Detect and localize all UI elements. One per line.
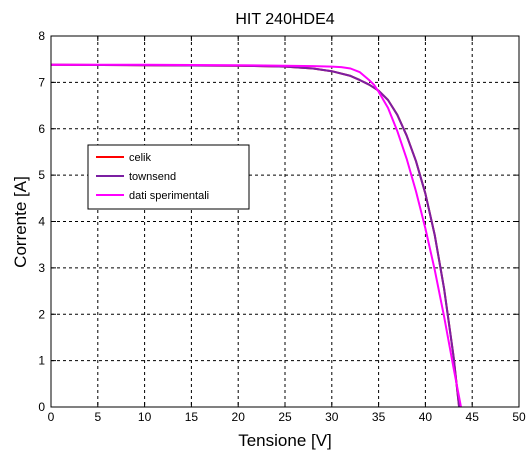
x-tick-label: 15 xyxy=(185,410,199,424)
y-tick-label: 6 xyxy=(38,122,45,136)
y-tick-label: 8 xyxy=(38,29,45,43)
x-tick-label: 0 xyxy=(48,410,55,424)
series-line-dati-sperimentali xyxy=(51,63,462,408)
x-tick-label: 5 xyxy=(94,410,101,424)
y-tick-label: 0 xyxy=(38,400,45,414)
x-axis-title: Tensione [V] xyxy=(238,431,332,450)
grid xyxy=(51,36,519,407)
y-tick-label: 7 xyxy=(38,75,45,89)
y-tick-label: 3 xyxy=(38,261,45,275)
chart-title: HIT 240HDE4 xyxy=(235,11,334,28)
x-tick-label: 40 xyxy=(419,410,433,424)
y-tick-label: 5 xyxy=(38,168,45,182)
x-tick-label: 20 xyxy=(232,410,246,424)
x-tick-label: 25 xyxy=(278,410,292,424)
series-group xyxy=(50,63,462,408)
y-tick-label: 1 xyxy=(38,354,45,368)
series-line-townsend xyxy=(50,63,461,408)
y-tick-label: 2 xyxy=(38,307,45,321)
legend-label: townsend xyxy=(129,171,176,183)
x-tick-label: 35 xyxy=(372,410,386,424)
x-tick-label: 30 xyxy=(325,410,339,424)
legend-label: dati sperimentali xyxy=(129,190,209,202)
axis-ticks xyxy=(50,35,520,408)
x-tick-label: 50 xyxy=(512,410,526,424)
legend: celik townsend dati sperimentali xyxy=(87,144,250,210)
legend-label: celik xyxy=(129,152,152,164)
y-tick-label: 4 xyxy=(38,215,45,229)
x-tick-label: 45 xyxy=(466,410,480,424)
x-tick-label: 10 xyxy=(138,410,152,424)
y-axis-title: Corrente [A] xyxy=(11,176,30,268)
